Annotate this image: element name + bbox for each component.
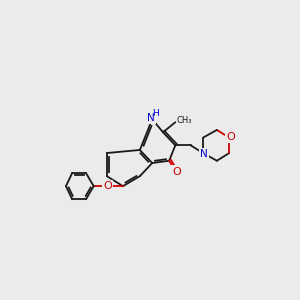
Text: N: N [147,113,154,123]
Text: H: H [152,109,159,118]
Text: O: O [103,181,112,191]
Text: O: O [226,132,235,142]
Text: N: N [200,149,208,159]
Text: O: O [172,167,181,176]
Text: CH₃: CH₃ [177,116,192,125]
